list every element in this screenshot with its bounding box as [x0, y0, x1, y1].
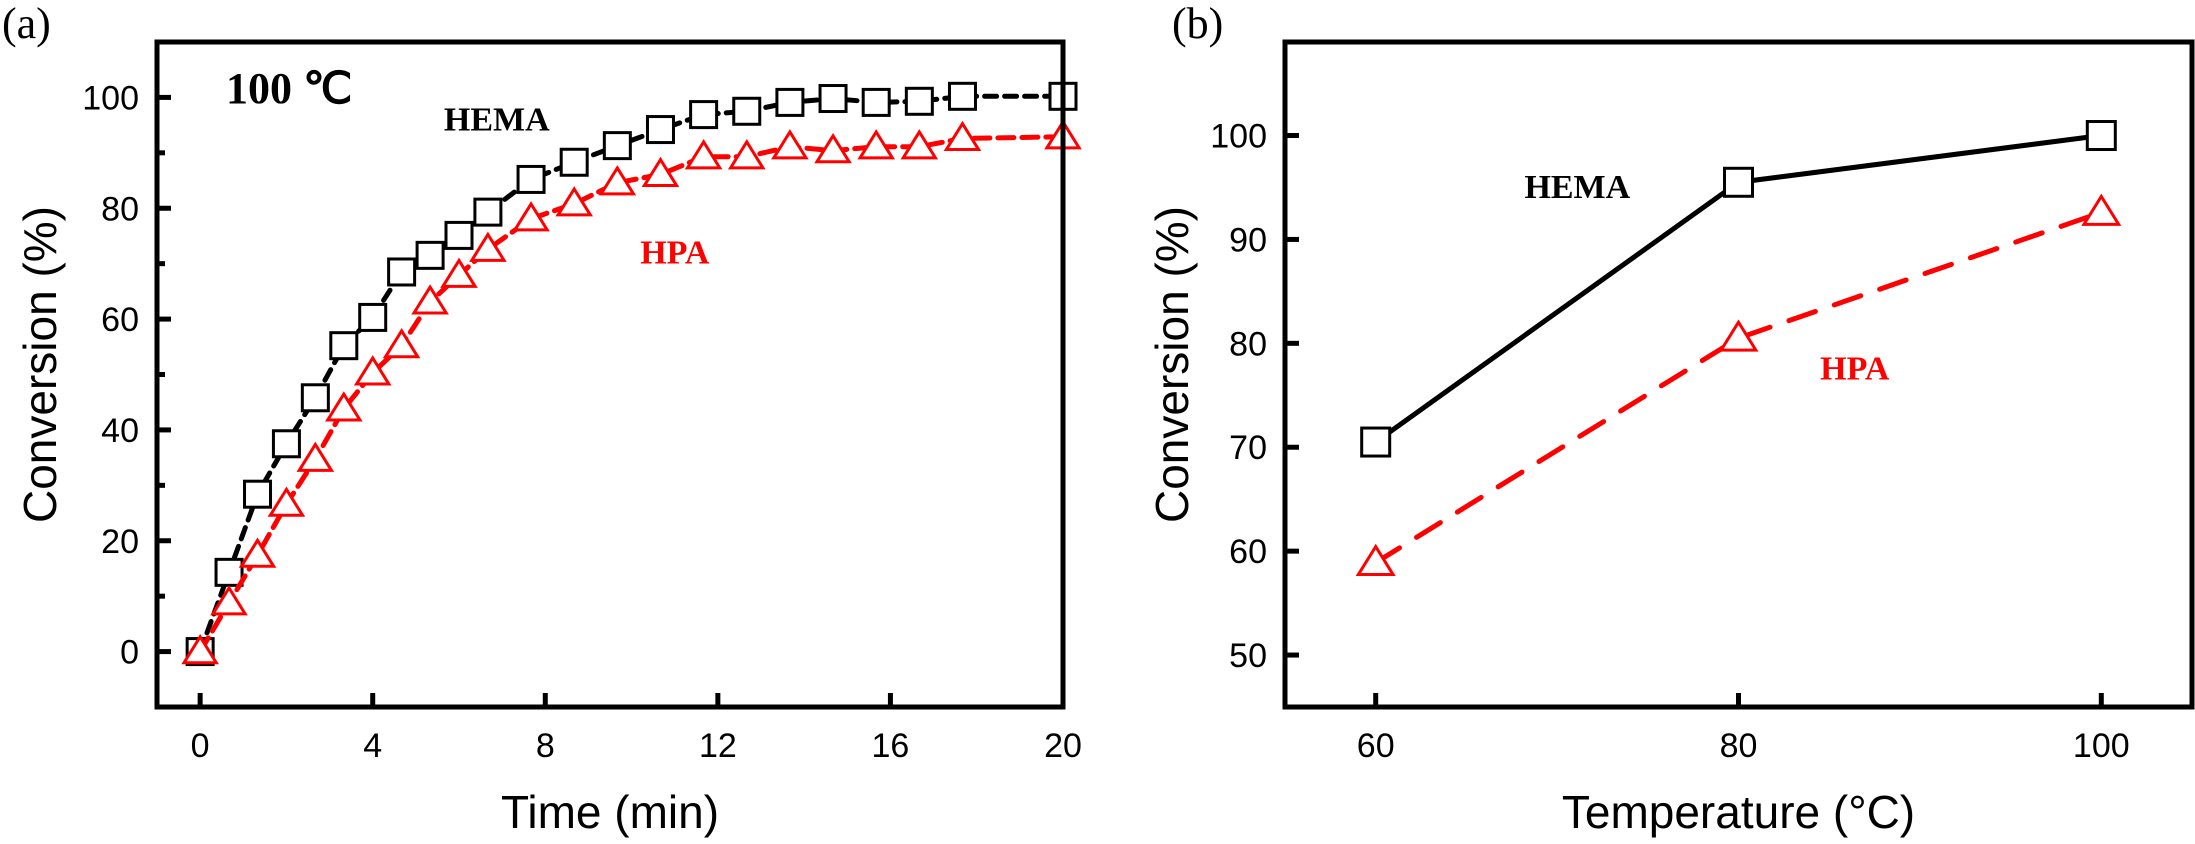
x-tick-label: 0: [191, 727, 210, 765]
data-point-hpa: [181, 633, 219, 665]
data-point-hema: [271, 429, 301, 459]
annotation-hpa: HPA: [1820, 351, 1890, 388]
y-tick-label: 80: [101, 190, 139, 228]
series-hpa: [181, 119, 1082, 665]
y-tick-label: 80: [1229, 325, 1267, 363]
data-point-hema: [387, 257, 417, 287]
data-point-hema: [329, 331, 359, 361]
data-point-hpa: [324, 391, 363, 422]
data-point-hema: [818, 84, 848, 114]
panel-b-y-axis-title: Conversion (%): [1146, 206, 1198, 523]
data-point-hema: [1723, 166, 1754, 198]
y-tick-label: 100: [1210, 118, 1267, 156]
x-tick-label: 8: [536, 727, 555, 765]
data-point-hema: [602, 131, 632, 161]
data-point-hema: [947, 81, 977, 111]
panel-b-series: [1355, 120, 2122, 577]
x-tick-label: 60: [1357, 727, 1395, 765]
panel-b-temperature-conversion: (b) 60 80 100 50 60 70 80 90 100 Temperature (°C…: [1146, 0, 2195, 838]
data-point-hpa: [210, 585, 248, 616]
data-point-hpa: [2081, 193, 2122, 226]
annotation-100: 100 ℃: [226, 64, 352, 113]
y-tick-label: 20: [101, 523, 139, 561]
data-point-hema: [559, 147, 589, 177]
series-line-hpa: [1373, 209, 2104, 566]
data-point-hpa: [411, 284, 449, 315]
data-point-hpa: [353, 355, 392, 386]
panel-b-x-axis-title: Temperature (°C): [1562, 786, 1915, 838]
panel-a-time-conversion: (a) 0 4 8 12 16 20 0 20 40 60 80 100 Time (min) Con…: [2, 0, 1082, 838]
panel-a-y-axis-title: Conversion (%): [14, 206, 66, 523]
panel-a-label: (a): [2, 0, 51, 48]
panel-b-annotations: HEMA HPA: [1524, 169, 1889, 388]
data-point-hema: [2085, 120, 2117, 152]
data-point-hpa: [512, 201, 550, 232]
data-point-hpa: [943, 120, 982, 152]
panel-b-label: (b): [1172, 0, 1223, 48]
data-point-hpa: [440, 257, 478, 288]
annotation-hpa: HPA: [640, 235, 710, 272]
y-tick-label: 70: [1229, 429, 1267, 467]
data-point-hema: [214, 557, 244, 587]
panel-a-ticks: 0 4 8 12 16 20 0 20 40 60 80 100: [82, 79, 1082, 765]
annotation-hema: HEMA: [444, 102, 550, 139]
data-point-hpa: [771, 129, 809, 160]
x-tick-label: 80: [1720, 727, 1758, 765]
data-point-hema: [689, 100, 719, 130]
data-point-hpa: [1355, 543, 1396, 577]
data-point-hpa: [900, 129, 939, 160]
y-tick-label: 40: [101, 412, 139, 450]
data-point-hpa: [727, 139, 766, 170]
data-point-hema: [516, 164, 546, 194]
y-tick-label: 60: [1229, 533, 1267, 571]
data-point-hpa: [296, 441, 335, 472]
y-tick-label: 50: [1229, 637, 1267, 675]
series-hpa: [1355, 193, 2122, 577]
data-point-hema: [775, 87, 805, 117]
y-tick-label: 0: [120, 634, 139, 672]
data-point-hpa: [684, 139, 723, 170]
x-tick-label: 20: [1044, 727, 1082, 765]
data-point-hema: [732, 96, 762, 126]
y-tick-label: 100: [82, 79, 139, 117]
x-tick-label: 12: [699, 727, 737, 765]
x-tick-label: 100: [2073, 727, 2130, 765]
data-point-hpa: [857, 129, 896, 160]
data-point-hpa: [641, 156, 680, 188]
panel-b-ticks: 60 80 100 50 60 70 80 90 100: [1210, 118, 2129, 765]
annotation-hema: HEMA: [1524, 169, 1630, 206]
panel-a-plot-frame: [154, 39, 1066, 710]
y-tick-label: 60: [101, 301, 139, 339]
data-point-hema: [645, 115, 675, 145]
data-point-hema: [1360, 426, 1392, 458]
data-point-hpa: [1718, 319, 1759, 352]
data-point-hpa: [469, 231, 507, 262]
data-point-hema: [243, 479, 273, 509]
series-hema: [185, 81, 1078, 667]
data-point-hpa: [267, 486, 306, 517]
data-point-hema: [300, 383, 330, 413]
data-point-hema: [904, 86, 934, 116]
data-point-hema: [415, 240, 445, 270]
x-tick-label: 4: [363, 727, 382, 765]
data-point-hema: [473, 197, 503, 227]
data-point-hpa: [382, 328, 421, 359]
x-tick-label: 16: [872, 727, 910, 765]
panel-a-series: [181, 81, 1082, 667]
data-point-hema: [358, 302, 388, 332]
panel-a-annotations: 100 ℃ HEMA HPA: [226, 64, 710, 272]
series-hema: [1360, 120, 2117, 458]
data-point-hema: [444, 220, 474, 250]
data-point-hpa: [238, 537, 277, 568]
data-point-hpa: [814, 132, 852, 164]
data-point-hpa: [598, 165, 637, 196]
y-tick-label: 90: [1229, 221, 1267, 259]
data-point-hpa: [555, 186, 594, 217]
data-point-hema: [861, 87, 891, 117]
panel-a-x-axis-title: Time (min): [501, 786, 719, 838]
panel-b-plot-frame: [1282, 39, 2195, 710]
